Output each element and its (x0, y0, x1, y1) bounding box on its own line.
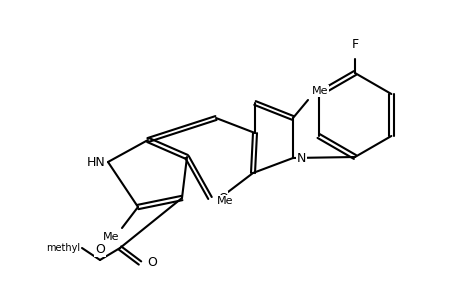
Text: F: F (351, 38, 358, 51)
Text: O: O (95, 243, 105, 256)
Text: methyl: methyl (46, 243, 80, 253)
Text: N: N (297, 152, 306, 164)
Text: Me: Me (216, 196, 233, 206)
Text: O: O (218, 191, 227, 205)
Text: HN: HN (87, 155, 106, 169)
Text: Me: Me (311, 86, 328, 96)
Text: Me: Me (102, 232, 119, 242)
Text: O: O (147, 256, 157, 269)
